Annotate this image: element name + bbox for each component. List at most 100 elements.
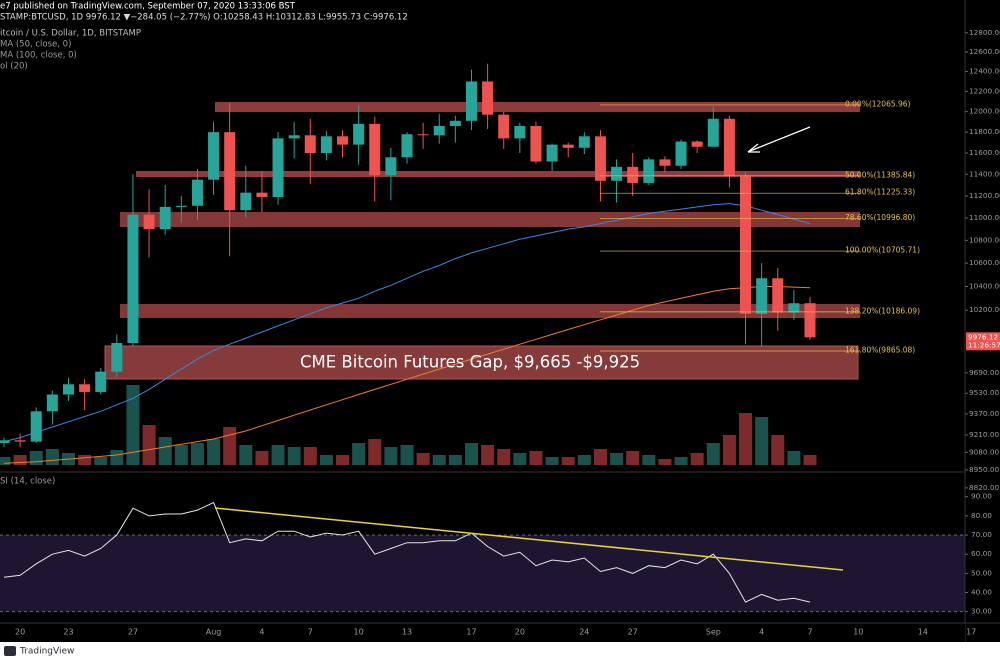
volume-bar — [13, 455, 27, 465]
volume-bar — [207, 439, 221, 465]
resistance-zone — [215, 102, 860, 112]
volume-bar — [319, 455, 333, 465]
x-tick-label: 23 — [63, 628, 73, 637]
candle-body — [95, 371, 107, 392]
x-tick-label: 17 — [966, 628, 976, 637]
rsi-band — [0, 535, 965, 612]
support-zone — [120, 304, 860, 318]
rsi-tick-label: 90.00 — [971, 492, 992, 501]
volume-bar — [577, 455, 591, 465]
y-tick-label: 11400.00 — [969, 169, 1000, 178]
y-tick-label: 10400.00 — [969, 281, 1000, 290]
y-tick-label: 8820.00 — [969, 483, 1000, 492]
volume-bar — [690, 453, 704, 465]
volume-bar — [787, 451, 801, 465]
y-tick-label: 9210.00 — [969, 430, 1000, 439]
volume-bar — [303, 447, 317, 465]
candle-body — [514, 125, 526, 139]
candle-body — [272, 138, 284, 198]
legend-entry: MA (50, close, 0) — [0, 40, 71, 50]
y-tick-label: 11000.00 — [969, 213, 1000, 222]
volume-bar — [706, 443, 720, 465]
resistance-zone — [120, 212, 860, 227]
x-tick-label: 13 — [402, 628, 412, 637]
y-tick-label: 10800.00 — [969, 235, 1000, 244]
arrow-line — [749, 126, 811, 152]
volume-bar — [368, 439, 382, 465]
candle-body — [449, 120, 461, 126]
volume-bar — [174, 445, 188, 465]
volume-bar — [126, 385, 140, 465]
legend-title: itcoin / U.S. Dollar, 1D, BITSTAMP — [0, 29, 141, 39]
fib-label: 100.00%(10705.71) — [845, 246, 920, 255]
axes: 12800.00 12600.00 12400.00 12200.00 12000.00… — [0, 0, 1000, 642]
candle-body — [691, 141, 703, 147]
candle-body — [111, 342, 123, 372]
rsi-tick-label: 30.00 — [971, 607, 992, 616]
volume-bar — [529, 451, 543, 465]
volume-bar — [610, 453, 624, 465]
candle-body — [304, 135, 316, 154]
volume-bar — [29, 451, 43, 465]
x-tick-label: Aug — [206, 628, 222, 637]
rsi-legend: SI (14, close) — [0, 477, 55, 487]
candle-body — [482, 81, 494, 115]
candle-body — [723, 118, 735, 176]
x-tick-label: 17 — [466, 628, 476, 637]
gap-annotation: CME Bitcoin Futures Gap, $9,665 -$9,925 — [300, 353, 640, 372]
volume-bar — [45, 449, 59, 465]
candle-body — [740, 175, 752, 314]
candle-body — [320, 136, 332, 154]
date-axis — [0, 623, 965, 642]
volume-bar — [352, 443, 366, 465]
x-tick-label: 4 — [259, 628, 264, 637]
volume-bar — [545, 457, 559, 465]
candle-body — [756, 278, 768, 314]
candle-body — [143, 214, 155, 230]
rsi-tick-label: 60.00 — [971, 549, 992, 558]
candle-body — [401, 134, 413, 158]
volume-bar — [78, 455, 92, 465]
volume-bar — [448, 455, 462, 465]
y-tick-label: 12600.00 — [969, 47, 1000, 56]
volume-bar — [771, 435, 785, 465]
volume-bar — [626, 451, 640, 465]
candle-body — [804, 303, 816, 338]
y-tick-label: 9530.00 — [969, 388, 1000, 397]
volume-bar — [674, 457, 688, 465]
rsi-pane — [0, 471, 1000, 623]
volume-bar — [481, 445, 495, 465]
volume-bar — [287, 447, 301, 465]
x-tick-label: 20 — [515, 628, 525, 637]
ma-line — [3, 203, 811, 443]
y-tick-label: 12200.00 — [969, 86, 1000, 95]
x-tick-label: Sep — [706, 628, 721, 637]
rsi-line — [3, 501, 811, 603]
volume-bar — [0, 457, 11, 465]
volume-bar — [223, 427, 237, 465]
x-tick-label: 10 — [354, 628, 364, 637]
volume-bar — [94, 457, 108, 465]
volume-bar — [384, 447, 398, 465]
volume-bar — [110, 450, 124, 465]
candle-body — [127, 214, 139, 343]
last-price-box — [966, 332, 1000, 351]
candle-body — [417, 134, 429, 136]
rsi-trendline — [214, 507, 844, 571]
zones — [104, 102, 860, 380]
price-axis — [965, 0, 1000, 642]
volume-bar — [432, 455, 446, 465]
x-tick-label: 27 — [628, 628, 638, 637]
legend-entry: MA (100, close, 0) — [0, 51, 77, 61]
arrow-head — [747, 143, 760, 153]
fib-label: 161.80%(9865.08) — [845, 346, 915, 355]
volume-bar — [255, 451, 269, 465]
x-tick-label: 7 — [308, 628, 313, 637]
candle-body — [627, 166, 639, 183]
volume-bar — [271, 445, 285, 465]
volume-bar — [642, 455, 656, 465]
volume-bar — [739, 413, 753, 465]
header: e7 published on TradingView.com, Septemb… — [0, 2, 408, 487]
y-tick-label: 8950.00 — [969, 465, 1000, 474]
volume-bar — [497, 449, 511, 465]
